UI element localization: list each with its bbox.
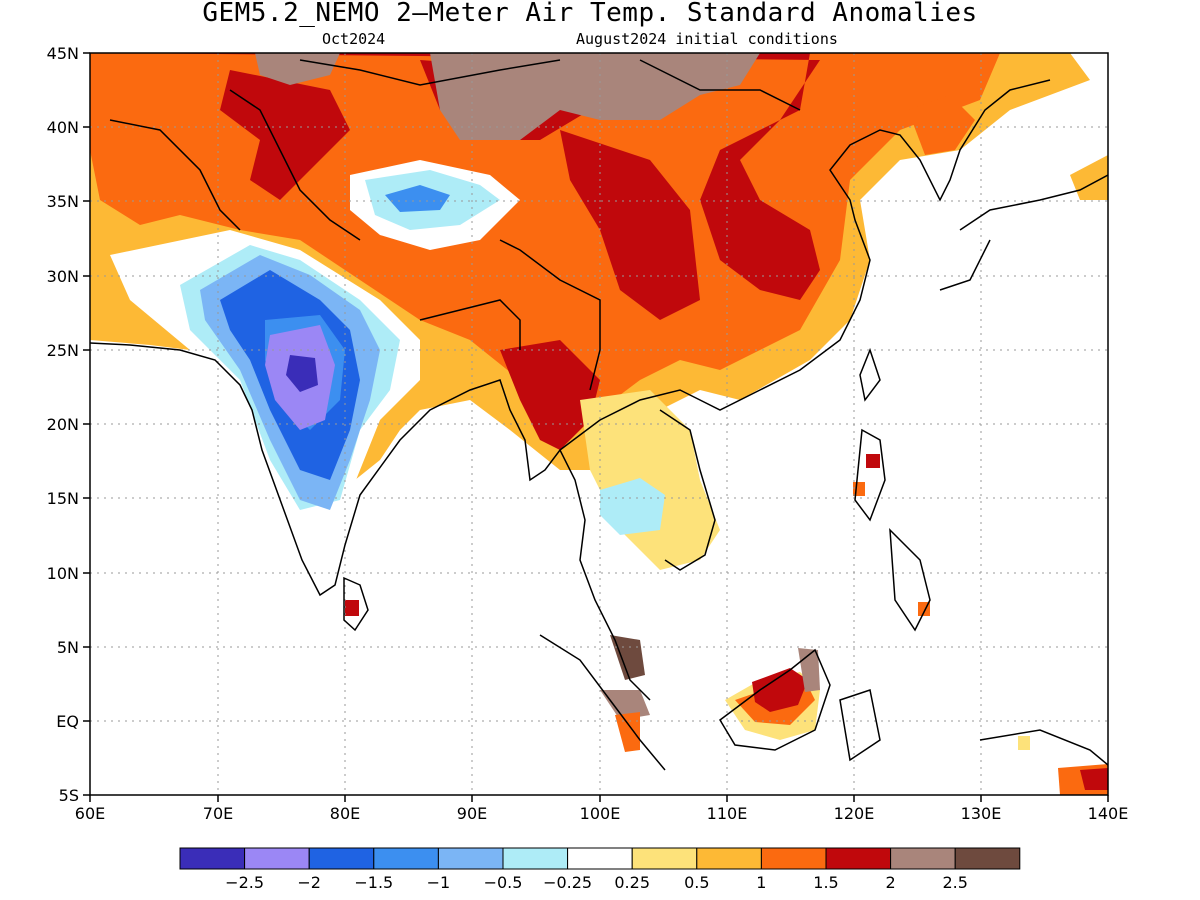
anomaly-region [752, 668, 808, 712]
lon-tick-label: 80E [330, 804, 360, 823]
colorbar-swatch [308, 847, 375, 870]
lat-tick-label: 30N [47, 267, 79, 286]
initial-conditions-label: August2024 initial conditions [576, 30, 838, 48]
forecast-month: Oct2024 [322, 30, 386, 48]
colorbar-swatch [696, 847, 762, 870]
colorbar-swatch [179, 847, 246, 870]
axis-ticks [83, 52, 1109, 802]
colorbar-label: −1.5 [354, 873, 393, 892]
colorbar-swatch [954, 847, 1021, 870]
colorbar-label: −2.5 [225, 873, 264, 892]
colorbar-label: 0.25 [614, 873, 650, 892]
lat-tick-label: 45N [47, 44, 79, 63]
anomaly-region [1080, 768, 1108, 790]
anomaly-region [866, 454, 880, 468]
colorbar-label: −1 [427, 873, 451, 892]
anomaly-region [610, 635, 645, 680]
anomaly-region [385, 185, 450, 212]
lon-tick-label: 90E [457, 804, 487, 823]
anomaly-region [580, 390, 720, 570]
lon-tick-label: 140E [1088, 804, 1129, 823]
anomaly-region [286, 355, 318, 392]
anomaly-region [560, 130, 700, 320]
lat-tick-label: EQ [56, 712, 79, 731]
colorbar-swatch [244, 847, 310, 870]
lat-tick-label: 15N [47, 489, 79, 508]
anomaly-region [500, 340, 600, 450]
lat-tick-label: 35N [47, 192, 79, 211]
anomaly-region [908, 95, 975, 155]
colorbar-label: −2 [297, 873, 321, 892]
lon-tick-label: 60E [75, 804, 105, 823]
colorbar-label: −0.5 [484, 873, 523, 892]
colorbar-label: 1.5 [813, 873, 838, 892]
colorbar-swatch [825, 847, 892, 870]
colorbar-label: 0.5 [684, 873, 709, 892]
anomaly-region [430, 53, 760, 140]
lon-tick-label: 100E [580, 804, 621, 823]
anomaly-region [255, 53, 340, 85]
anomaly-region [220, 70, 350, 200]
lat-tick-label: 40N [47, 118, 79, 137]
lon-tick-label: 110E [707, 804, 748, 823]
colorbar-swatch [760, 847, 827, 870]
colorbar-label: −0.25 [543, 873, 592, 892]
lat-tick-labels: 45N 40N 35N 30N 25N 20N 15N 10N 5N EQ 5S [47, 44, 79, 805]
lon-tick-label: 120E [834, 804, 875, 823]
lat-tick-label: 5N [57, 638, 79, 657]
lon-tick-label: 130E [961, 804, 1002, 823]
anomaly-region [600, 478, 665, 535]
colorbar-label: 1 [756, 873, 766, 892]
colorbar-swatch [373, 847, 439, 870]
chart-title: GEM5.2_NEMO 2—Meter Air Temp. Standard A… [202, 0, 978, 28]
anomaly-region [1070, 155, 1108, 200]
colorbar-label: 2.5 [942, 873, 967, 892]
anomaly-region [120, 53, 820, 300]
colorbar-swatch [502, 847, 569, 870]
anomaly-region [853, 482, 865, 496]
colorbar: −2.5 −2 −1.5 −1 −0.5 −0.25 0.25 0.5 1 1.5 2 2.5 [179, 847, 1021, 892]
coastlines [90, 59, 1108, 771]
colorbar-label: 2 [886, 873, 896, 892]
lon-tick-label: 70E [203, 804, 233, 823]
colorbar-swatch [567, 847, 633, 870]
colorbar-swatch [631, 847, 698, 870]
anomaly-region [345, 600, 359, 616]
anomaly-region [615, 712, 640, 752]
colorbar-swatch [437, 847, 504, 870]
lat-tick-label: 25N [47, 341, 79, 360]
colorbar-swatch [890, 847, 956, 870]
gridlines [90, 53, 1108, 795]
lat-tick-label: 5S [59, 786, 79, 805]
lat-tick-label: 10N [47, 564, 79, 583]
anomaly-region [1018, 736, 1030, 750]
lon-tick-labels: 60E 70E 80E 90E 100E 110E 120E 130E 140E [75, 804, 1129, 823]
lat-tick-label: 20N [47, 415, 79, 434]
